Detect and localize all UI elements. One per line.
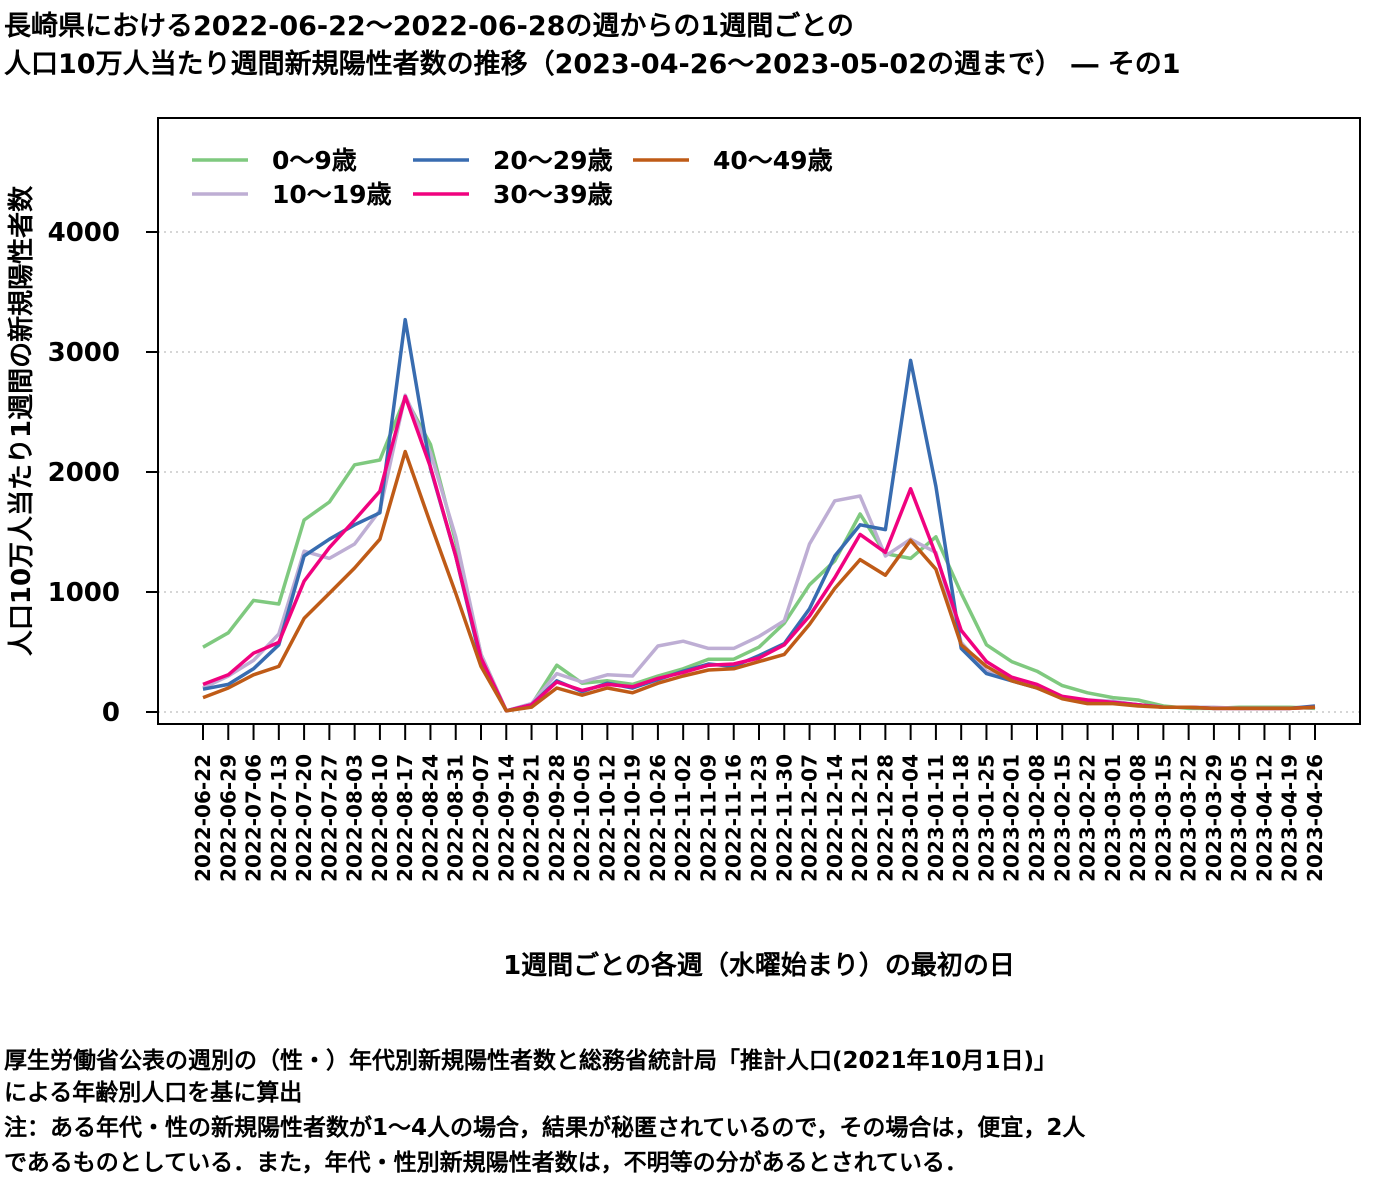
x-tick-label: 2022-12-14 — [823, 754, 847, 882]
x-tick-label: 2022-11-09 — [696, 754, 720, 882]
x-tick-label: 2022-08-03 — [343, 754, 367, 882]
series-line — [202, 394, 1316, 713]
chart-title-line-1: 長崎県における2022-06-22～2022-06-28の週からの1週間ごとの — [4, 11, 854, 42]
x-tick-label: 2022-11-23 — [747, 754, 771, 882]
x-tick-label: 2023-03-22 — [1177, 754, 1201, 882]
x-tick-label: 2022-10-19 — [621, 754, 645, 882]
x-tick-label: 2022-07-06 — [242, 754, 266, 882]
source-note-line-2: による年齢別人口を基に算出 — [4, 1080, 303, 1106]
x-tick-label: 2022-10-26 — [646, 754, 670, 882]
y-tick-label: 4000 — [48, 218, 120, 248]
x-axis: 2022-06-22 2022-06-29 2022-07-06 2022-07-13… — [191, 724, 1327, 882]
x-tick-label: 2023-04-05 — [1227, 754, 1251, 882]
x-axis-label: 1週間ごとの各週（水曜始まり）の最初の日 — [503, 950, 1015, 981]
y-tick-label: 3000 — [48, 338, 120, 368]
x-tick-label: 2022-08-17 — [393, 754, 417, 882]
x-tick-label: 2023-02-08 — [1025, 754, 1049, 882]
gridlines — [158, 231, 1360, 713]
x-tick-label: 2023-01-25 — [974, 754, 998, 882]
x-tick-label: 2022-12-21 — [848, 754, 872, 882]
x-tick-label: 2022-07-13 — [267, 754, 291, 882]
x-tick-label: 2023-03-29 — [1202, 754, 1226, 882]
y-tick-label: 1000 — [48, 578, 120, 608]
x-tick-label: 2022-08-31 — [444, 754, 468, 882]
x-tick-label: 2022-09-07 — [469, 754, 493, 882]
x-tick-label: 2022-11-02 — [671, 754, 695, 882]
x-tick-label: 2022-12-28 — [873, 754, 897, 882]
x-tick-label: 2023-04-12 — [1252, 754, 1276, 882]
x-tick-label: 2022-10-12 — [595, 754, 619, 882]
x-tick-label: 2022-11-16 — [722, 754, 746, 882]
series-line — [202, 395, 1316, 713]
caveat-note-line-2: であるものとしている．また，年代・性別新規陽性者数は，不明等の分があるとされてい… — [4, 1150, 968, 1176]
x-tick-label: 2022-07-20 — [292, 754, 316, 882]
x-tick-label: 2022-12-07 — [798, 754, 822, 882]
x-tick-label: 2022-10-05 — [570, 754, 594, 882]
y-axis: 0 1000 2000 3000 4000 — [48, 218, 158, 728]
y-tick-label: 0 — [102, 698, 120, 728]
x-tick-label: 2022-09-14 — [494, 754, 518, 882]
x-tick-label: 2023-04-19 — [1278, 754, 1302, 882]
x-tick-label: 2023-02-15 — [1050, 754, 1074, 882]
legend-label: 20～29歳 — [493, 146, 613, 175]
y-axis-label: 人口10万人当たり1週間の新規陽性者数 — [6, 185, 37, 656]
legend-label: 10～19歳 — [272, 180, 392, 209]
x-tick-label: 2023-04-26 — [1303, 754, 1327, 882]
x-tick-label: 2023-02-22 — [1076, 754, 1100, 882]
x-tick-label: 2023-02-01 — [1000, 754, 1024, 882]
x-tick-label: 2022-07-27 — [317, 754, 341, 882]
x-tick-label: 2022-08-10 — [368, 754, 392, 882]
x-tick-label: 2023-01-04 — [899, 754, 923, 882]
series-line — [202, 317, 1316, 713]
legend: 0～9歳 10～19歳 20～29歳 30～39歳 40～49歳 — [192, 146, 833, 209]
caveat-note-line-1: 注：ある年代・性の新規陽性者数が1～4人の場合，結果が秘匿されているので，その場… — [4, 1115, 1086, 1141]
x-tick-label: 2023-01-18 — [949, 754, 973, 882]
x-tick-label: 2022-11-30 — [772, 754, 796, 882]
legend-label: 40～49歳 — [713, 146, 833, 175]
x-tick-label: 2022-06-29 — [216, 754, 240, 882]
x-tick-label: 2023-01-11 — [924, 754, 948, 882]
x-tick-label: 2022-09-28 — [545, 754, 569, 882]
x-tick-label: 2022-08-24 — [418, 754, 442, 882]
legend-label: 30～39歳 — [493, 180, 613, 209]
x-tick-label: 2022-09-21 — [520, 754, 544, 882]
x-tick-label: 2022-06-22 — [191, 754, 215, 882]
legend-label: 0～9歳 — [272, 146, 357, 175]
chart-title-line-2: 人口10万人当たり週間新規陽性者数の推移（2023-04-26～2023-05-… — [4, 49, 1181, 80]
series-line — [202, 449, 1316, 713]
x-tick-label: 2023-03-15 — [1151, 754, 1175, 882]
x-tick-label: 2023-03-08 — [1126, 754, 1150, 882]
y-tick-label: 2000 — [48, 458, 120, 488]
source-note-line-1: 厚生労働省公表の週別の（性・）年代別新規陽性者数と総務省統計局「推計人口(202… — [4, 1048, 1058, 1074]
series-lines — [202, 317, 1316, 713]
x-tick-label: 2023-03-01 — [1101, 754, 1125, 882]
